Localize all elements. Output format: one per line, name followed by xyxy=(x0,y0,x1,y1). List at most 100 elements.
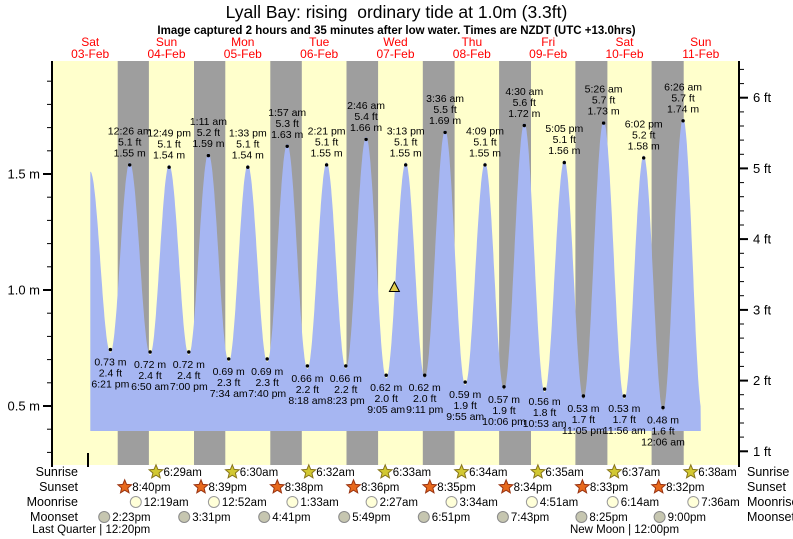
low-tide-label: 0.53 m xyxy=(608,403,640,415)
high-tide-label: 1.73 m xyxy=(588,106,620,118)
sunset-time: 8:33pm xyxy=(590,482,628,494)
high-tide-label: 1.59 m xyxy=(192,138,224,150)
moonset-row-label-right: Moonset xyxy=(747,510,793,524)
high-tide-label: 3:36 am xyxy=(426,93,464,105)
day-label-dow: Sun xyxy=(690,35,711,49)
sunrise-sun-icon xyxy=(606,463,623,479)
moonrise-time: 2:27am xyxy=(380,497,418,509)
moonrise-time: 1:33am xyxy=(300,497,338,509)
day-label-date: 05-Feb xyxy=(224,47,262,61)
low-tide-label: 6:21 pm xyxy=(91,379,129,391)
moonrise-moon-icon xyxy=(207,496,220,508)
day-label-date: 06-Feb xyxy=(300,47,338,61)
low-tide-label: 1.7 ft xyxy=(613,414,636,426)
day-label-dow: Tue xyxy=(309,35,330,49)
tide-point-dot xyxy=(108,347,113,352)
tide-point-dot xyxy=(344,364,348,368)
sunrise-time: 6:37am xyxy=(622,467,660,479)
axis-label-m: 1.5 m xyxy=(7,167,40,182)
sunset-time: 8:35pm xyxy=(437,482,475,494)
tide-point-dot xyxy=(423,373,427,377)
high-tide-label: 5.6 ft xyxy=(513,97,536,109)
low-tide-label: 10:53 am xyxy=(523,418,567,430)
sunset-sun-icon xyxy=(269,478,286,494)
moonset-moon-icon xyxy=(338,511,351,523)
day-label-dow: Sun xyxy=(156,35,177,49)
sunrise-sun-icon xyxy=(453,463,470,479)
moonrise-moon-icon xyxy=(525,496,538,508)
high-tide-label: 1:57 am xyxy=(268,107,306,119)
current-tide-marker-icon xyxy=(388,280,401,292)
low-tide-label: 9:05 am xyxy=(367,404,405,416)
axis-label-ft: 6 ft xyxy=(753,90,771,105)
moonrise-moon-icon xyxy=(129,496,142,508)
high-tide-label: 1.58 m xyxy=(628,140,660,152)
sunset-row-label-left: Sunset xyxy=(39,480,78,494)
high-tide-label: 4:30 am xyxy=(505,86,543,98)
tide-point-dot xyxy=(661,405,665,410)
sunrise-row-label-right: Sunrise xyxy=(747,465,789,479)
sunrise-row-label-left: Sunrise xyxy=(36,465,78,479)
sunrise-sun-icon xyxy=(147,463,165,479)
sunrise-sun-icon xyxy=(224,463,241,479)
high-tide-label: 1.55 m xyxy=(311,147,343,159)
tide-point-dot xyxy=(601,121,606,125)
sunset-sun-icon xyxy=(192,478,210,494)
low-tide-label: 2.3 ft xyxy=(256,377,279,389)
moonset-moon-icon xyxy=(258,511,271,523)
tide-point-dot xyxy=(246,165,250,169)
low-tide-label: 7:40 pm xyxy=(248,388,286,400)
sunset-row-label-right: Sunset xyxy=(747,480,786,494)
day-label-date: 10-Feb xyxy=(605,47,643,61)
day-label-dow: Sat xyxy=(615,35,634,49)
high-tide-label: 1.55 m xyxy=(390,147,422,159)
high-tide-label: 3:13 pm xyxy=(387,125,425,137)
moonrise-time: 12:19am xyxy=(144,497,189,509)
axis-label-ft: 2 ft xyxy=(753,373,771,388)
moonset-time: 6:51pm xyxy=(432,512,470,524)
low-tide-label: 0.69 m xyxy=(213,366,245,378)
low-tide-label: 2.0 ft xyxy=(413,393,436,405)
sunrise-time: 6:35am xyxy=(545,467,583,479)
day-label-dow: Mon xyxy=(231,35,254,49)
low-tide-label: 10:06 pm xyxy=(482,416,526,428)
moonrise-time: 12:52am xyxy=(222,497,267,509)
moonset-time: 4:41pm xyxy=(272,512,310,524)
low-tide-label: 2.2 ft xyxy=(296,384,319,396)
moonrise-time: 3:34am xyxy=(460,497,498,509)
low-tide-label: 2.4 ft xyxy=(99,368,122,380)
tide-point-dot xyxy=(305,364,310,368)
day-label-date: 08-Feb xyxy=(453,47,491,61)
page-subtitle: Image captured 2 hours and 35 minutes af… xyxy=(157,25,636,37)
moonset-time: 8:25pm xyxy=(589,512,627,524)
tide-point-dot xyxy=(187,350,191,354)
low-tide-label: 0.73 m xyxy=(94,357,126,369)
high-tide-label: 5.2 ft xyxy=(632,129,655,141)
moonset-row-label-left: Moonset xyxy=(30,510,78,524)
day-label-date: 04-Feb xyxy=(147,47,185,61)
sunrise-time: 6:38am xyxy=(698,467,736,479)
low-tide-label: 1.9 ft xyxy=(454,400,477,412)
sunset-sun-icon xyxy=(421,478,438,494)
low-tide-label: 0.48 m xyxy=(647,415,679,427)
high-tide-label: 6:02 pm xyxy=(625,118,663,130)
tide-point-dot xyxy=(128,163,132,167)
low-tide-label: 11:56 am xyxy=(603,425,646,437)
moonrise-row-label-right: Moonrise xyxy=(747,495,793,509)
high-tide-label: 6:26 am xyxy=(664,81,702,93)
high-tide-label: 1:11 am xyxy=(190,116,227,128)
axis-label-ft: 5 ft xyxy=(753,161,771,176)
high-tide-label: 12:26 am xyxy=(108,125,152,137)
sunrise-sun-icon xyxy=(377,463,394,479)
high-tide-label: 1:33 pm xyxy=(229,128,267,140)
tide-point-dot xyxy=(443,130,447,135)
axis-label-ft: 3 ft xyxy=(753,302,771,317)
high-tide-label: 5.7 ft xyxy=(671,92,694,104)
sunrise-time: 6:30am xyxy=(240,467,278,479)
low-tide-label: 2.0 ft xyxy=(375,393,398,405)
high-tide-label: 1.66 m xyxy=(350,122,382,134)
high-tide-label: 1.63 m xyxy=(271,129,303,141)
sunrise-sun-icon xyxy=(529,463,547,479)
sunset-time: 8:38pm xyxy=(285,482,323,494)
